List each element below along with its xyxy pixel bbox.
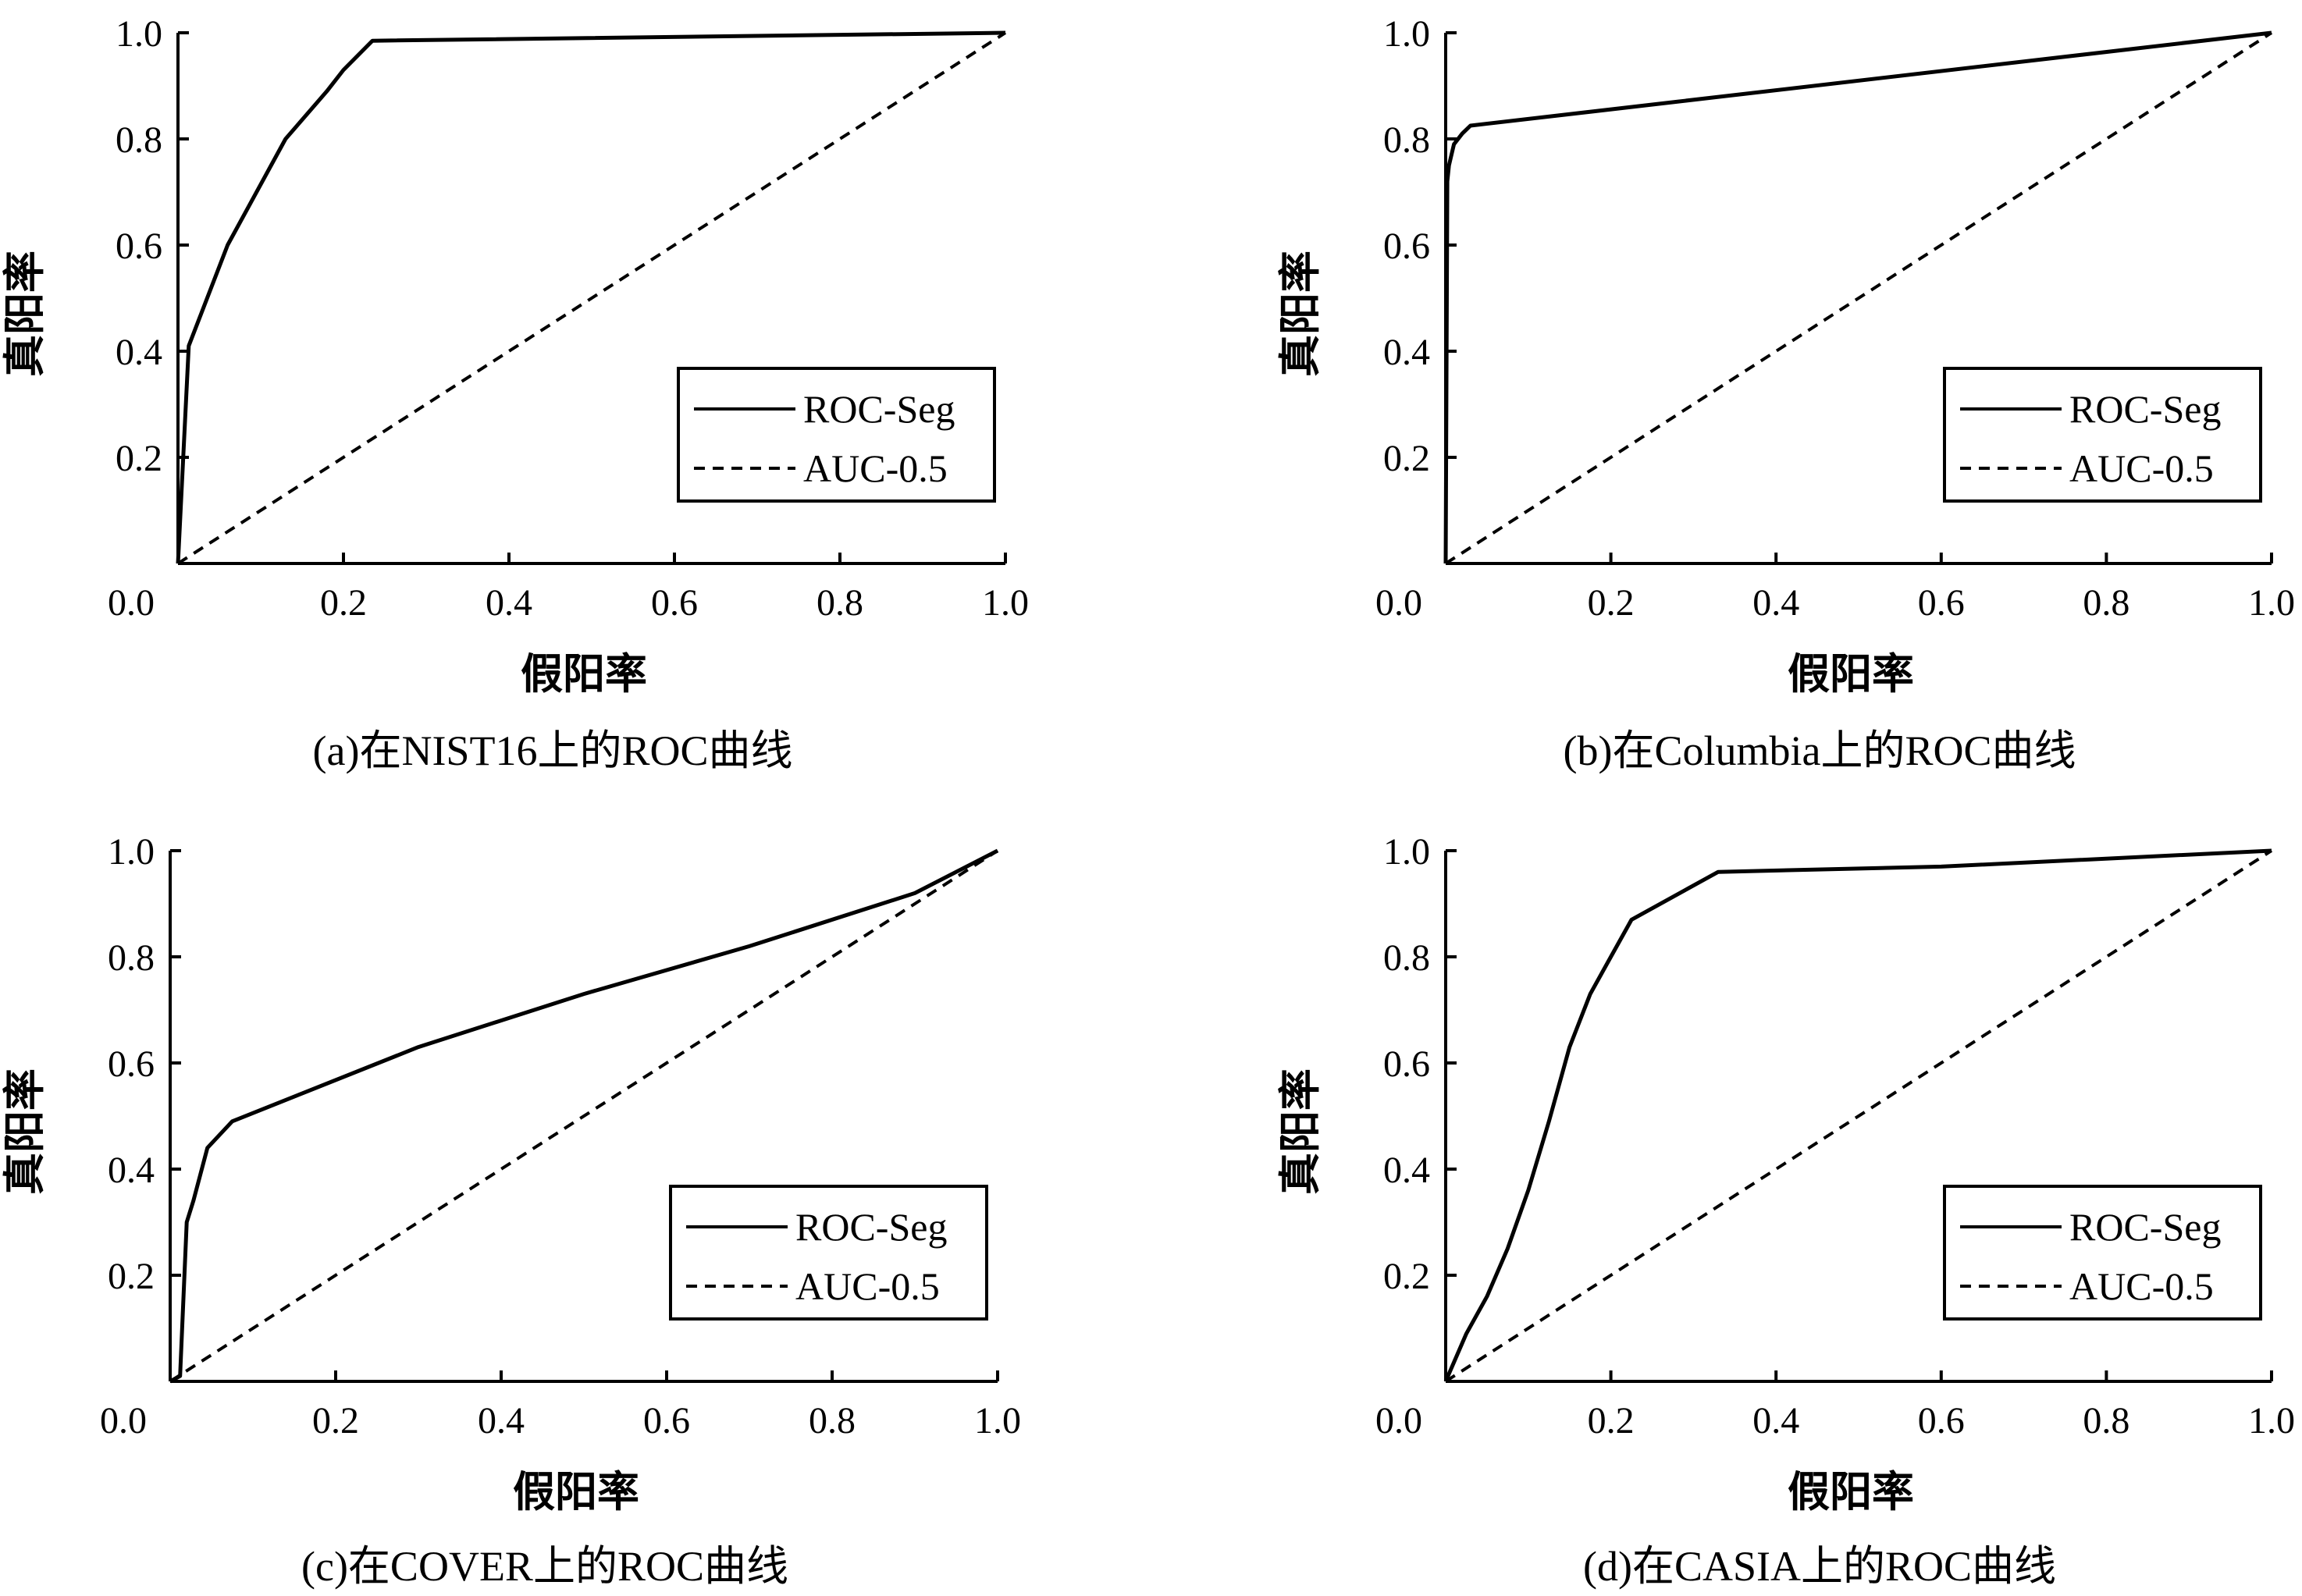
y-tick-label: 0.6 bbox=[1383, 226, 1430, 267]
y-tick-label: 0.2 bbox=[1383, 1256, 1430, 1297]
x-tick-label: 1.0 bbox=[982, 582, 1029, 624]
legend-box bbox=[677, 367, 996, 503]
y-tick-label: 1.0 bbox=[1383, 831, 1430, 873]
series-line-auc-0-5 bbox=[1444, 849, 2273, 1383]
y-axis-label: 真阳率 bbox=[2, 251, 48, 377]
y-tick-label: 0.8 bbox=[1383, 937, 1430, 979]
x-axis-label: 假阳率 bbox=[521, 651, 647, 698]
y-tick-label: 0.2 bbox=[116, 438, 162, 479]
roc-chart-d: 0.0 0.2 0.4 0.6 0.8 1.0 0.2 0.4 0.6 0.8 1.0 假阳率 真阳率 (… bbox=[1277, 831, 2295, 1590]
x-tick-label: 1.0 bbox=[974, 1400, 1021, 1441]
y-tick-label: 0.8 bbox=[1383, 119, 1430, 161]
chart-caption: (a)在NIST16上的ROC曲线 bbox=[313, 727, 793, 774]
series-line-roc-seg bbox=[176, 30, 1006, 564]
x-tick-label: 0.6 bbox=[1918, 1400, 1965, 1441]
y-tick-label: 1.0 bbox=[1383, 13, 1430, 55]
x-tick-label: 0.4 bbox=[1752, 582, 1799, 624]
x-tick-label: 0.4 bbox=[1752, 1400, 1799, 1441]
y-axis-label: 真阳率 bbox=[1277, 1068, 1324, 1195]
x-tick-label: 0.4 bbox=[486, 582, 532, 624]
x-tick-label: 0.6 bbox=[643, 1400, 690, 1441]
roc-chart-c: 0.0 0.2 0.4 0.6 0.8 1.0 0.2 0.4 0.6 0.8 1.0 假阳率 真阳率 (… bbox=[2, 831, 1021, 1590]
origin-tick-label: 0.0 bbox=[1375, 1400, 1422, 1441]
x-tick-label: 1.0 bbox=[2248, 582, 2295, 624]
y-tick-label: 0.8 bbox=[116, 119, 162, 161]
legend-entry: ROC-Seg bbox=[803, 387, 955, 431]
x-tick-label: 1.0 bbox=[2248, 1400, 2295, 1441]
legend-box bbox=[669, 1185, 988, 1321]
legend-box bbox=[1943, 1185, 2262, 1321]
series-line-roc-seg bbox=[169, 848, 999, 1384]
x-tick-label: 0.6 bbox=[651, 582, 698, 624]
legend: ROC-Seg AUC-0.5 bbox=[669, 1185, 988, 1321]
roc-chart-a: 0.0 0.2 0.4 0.6 0.8 1.0 0.2 0.4 0.6 0.8 1.0 假阳率 真阳率 (… bbox=[2, 13, 1029, 774]
x-tick-label: 0.8 bbox=[2083, 1400, 2129, 1441]
y-tick-label: 0.4 bbox=[108, 1150, 155, 1191]
y-tick-label: 0.6 bbox=[108, 1043, 155, 1085]
series-line-auc-0-5 bbox=[1444, 31, 2273, 565]
y-tick-label: 1.0 bbox=[108, 831, 155, 873]
y-tick-label: 0.4 bbox=[1383, 1150, 1430, 1191]
legend-entry: ROC-Seg bbox=[2069, 387, 2221, 431]
y-tick-label: 0.4 bbox=[116, 332, 162, 373]
y-tick-label: 0.8 bbox=[108, 937, 155, 979]
series-line-auc-0-5 bbox=[176, 31, 1007, 565]
series-line-roc-seg bbox=[1443, 30, 2272, 564]
legend: ROC-Seg AUC-0.5 bbox=[1943, 367, 2262, 503]
x-axis-label: 假阳率 bbox=[1788, 651, 1914, 698]
x-tick-label: 0.2 bbox=[312, 1400, 359, 1441]
legend-entry: AUC-0.5 bbox=[795, 1264, 940, 1308]
x-tick-label: 0.6 bbox=[1918, 582, 1965, 624]
y-tick-label: 0.2 bbox=[1383, 438, 1430, 479]
legend-entry: AUC-0.5 bbox=[2069, 446, 2214, 490]
legend-entry: AUC-0.5 bbox=[803, 446, 948, 490]
x-tick-label: 0.2 bbox=[1588, 1400, 1635, 1441]
chart-caption: (d)在CASIA上的ROC曲线 bbox=[1583, 1543, 2056, 1590]
origin-tick-label: 0.0 bbox=[100, 1400, 147, 1441]
roc-chart-b: 0.0 0.2 0.4 0.6 0.8 1.0 0.2 0.4 0.6 0.8 1.0 假阳率 真阳率 (… bbox=[1277, 13, 2295, 774]
origin-tick-label: 0.0 bbox=[1375, 582, 1422, 624]
legend-box bbox=[1943, 367, 2262, 503]
legend: ROC-Seg AUC-0.5 bbox=[1943, 1185, 2262, 1321]
y-axis-label: 真阳率 bbox=[2, 1068, 48, 1195]
x-tick-label: 0.2 bbox=[320, 582, 367, 624]
chart-caption: (c)在COVER上的ROC曲线 bbox=[301, 1543, 788, 1590]
x-tick-label: 0.2 bbox=[1588, 582, 1635, 624]
y-tick-label: 0.6 bbox=[1383, 1043, 1430, 1085]
series-line-auc-0-5 bbox=[169, 849, 999, 1383]
series-line-roc-seg bbox=[1443, 848, 2272, 1382]
legend-entry: ROC-Seg bbox=[795, 1205, 947, 1249]
origin-tick-label: 0.0 bbox=[108, 582, 155, 624]
y-tick-label: 0.4 bbox=[1383, 332, 1430, 373]
x-axis-label: 假阳率 bbox=[513, 1469, 639, 1516]
x-tick-label: 0.8 bbox=[809, 1400, 856, 1441]
x-tick-label: 0.4 bbox=[478, 1400, 525, 1441]
legend-entry: ROC-Seg bbox=[2069, 1205, 2221, 1249]
y-tick-label: 1.0 bbox=[116, 13, 162, 55]
y-axis-label: 真阳率 bbox=[1277, 251, 1324, 377]
y-tick-label: 0.2 bbox=[108, 1256, 155, 1297]
legend-entry: AUC-0.5 bbox=[2069, 1264, 2214, 1308]
chart-caption: (b)在Columbia上的ROC曲线 bbox=[1564, 727, 2076, 774]
x-tick-label: 0.8 bbox=[817, 582, 863, 624]
legend: ROC-Seg AUC-0.5 bbox=[677, 367, 996, 503]
y-tick-label: 0.6 bbox=[116, 226, 162, 267]
x-tick-label: 0.8 bbox=[2083, 582, 2129, 624]
x-axis-label: 假阳率 bbox=[1788, 1469, 1914, 1516]
